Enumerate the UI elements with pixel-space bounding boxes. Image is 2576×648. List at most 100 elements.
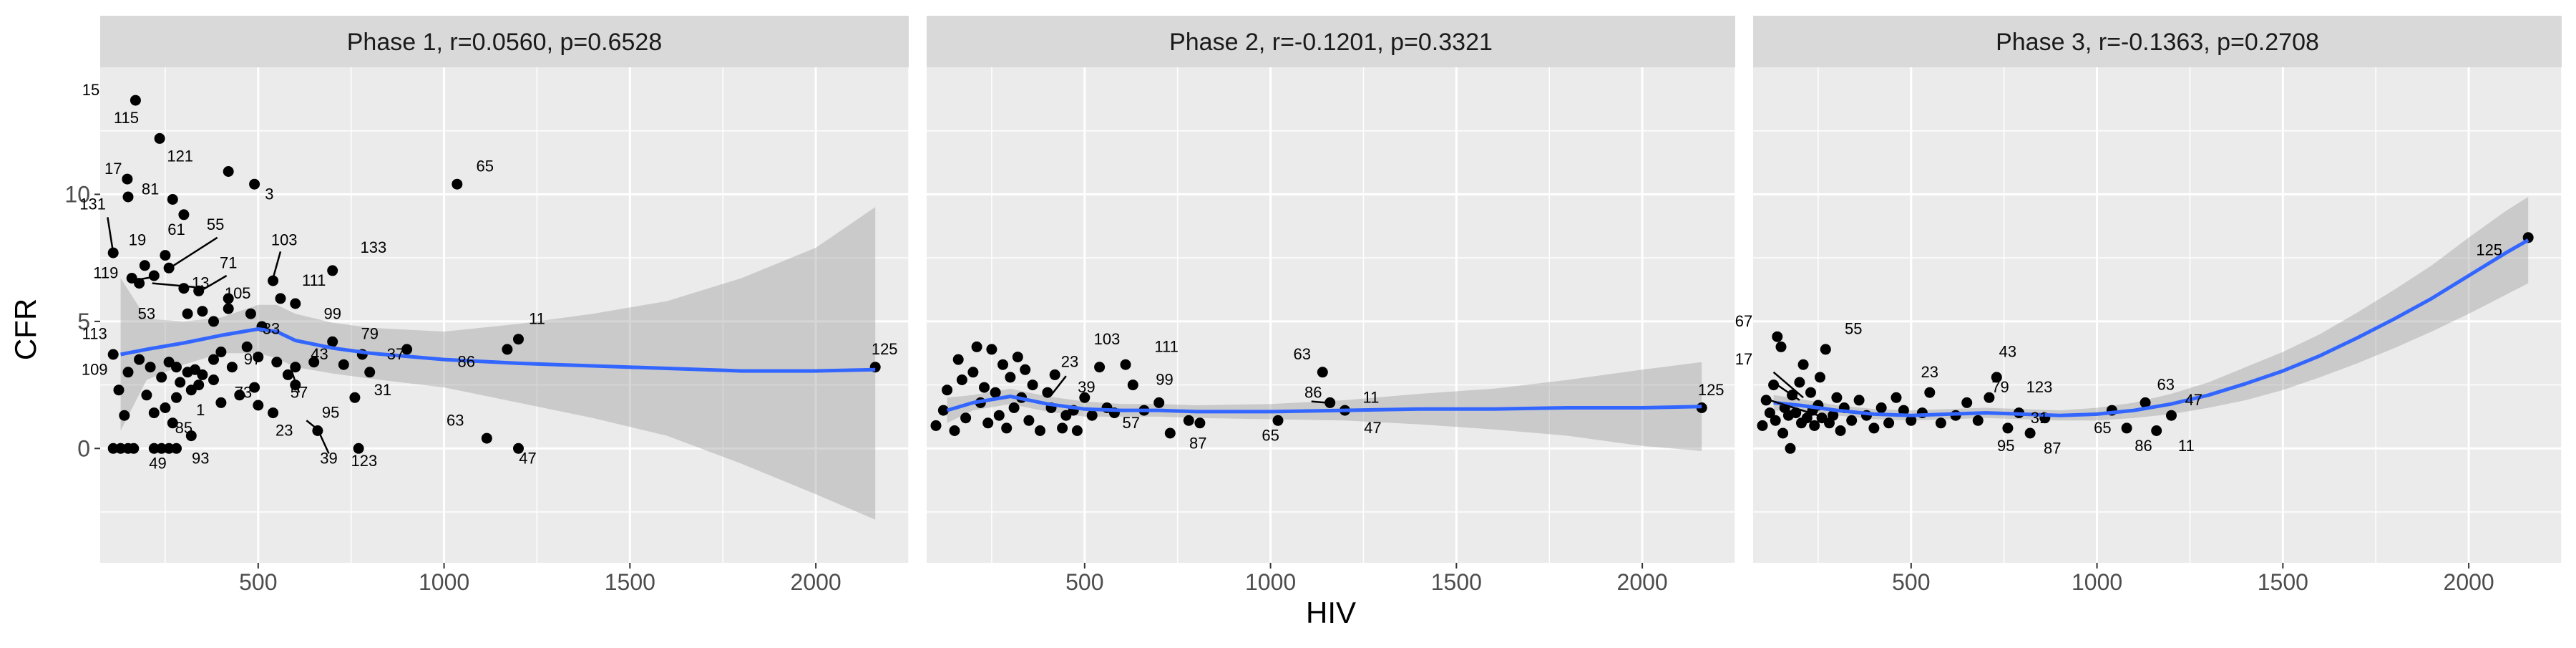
- x-tick-label: 1000: [1245, 569, 1296, 595]
- point-label: 105: [225, 284, 251, 302]
- data-point: [139, 260, 150, 271]
- point-label: 49: [149, 455, 166, 473]
- label-leader-line: [291, 370, 301, 393]
- data-point: [1777, 427, 1789, 439]
- data-point: [1770, 415, 1781, 426]
- point-label: 111: [1154, 338, 1178, 356]
- data-point: [481, 432, 492, 444]
- data-point: [275, 293, 286, 304]
- data-point: [1785, 443, 1796, 454]
- point-label: 111: [302, 271, 326, 289]
- point-label: 65: [476, 158, 493, 175]
- data-point: [1001, 422, 1013, 434]
- point-label: 31: [2031, 409, 2048, 427]
- data-point: [167, 417, 178, 429]
- data-point: [1768, 379, 1780, 391]
- data-point: [327, 265, 338, 276]
- data-point: [2002, 422, 2014, 434]
- data-point: [452, 178, 463, 190]
- label-leader-line: [131, 276, 154, 282]
- data-point: [156, 443, 167, 454]
- panel-background: [927, 67, 1735, 563]
- data-point: [349, 392, 361, 403]
- data-point: [1194, 417, 1206, 429]
- x-tick-label: 2000: [791, 569, 841, 595]
- point-label: 47: [519, 450, 536, 468]
- data-point: [1961, 397, 1973, 408]
- data-point: [193, 285, 205, 296]
- data-point: [241, 341, 253, 352]
- data-point: [115, 443, 127, 454]
- data-point: [253, 352, 264, 363]
- data-point: [513, 334, 524, 345]
- point-label: 97: [244, 350, 261, 368]
- data-point: [249, 382, 260, 393]
- point-label: 73: [235, 383, 252, 401]
- data-point: [979, 382, 990, 393]
- data-point: [197, 306, 208, 317]
- data-point: [268, 275, 279, 286]
- data-point: [960, 412, 972, 424]
- confidence-band: [947, 362, 1702, 451]
- data-point: [1272, 415, 1284, 426]
- facet-strip: [1753, 16, 2562, 67]
- data-point: [182, 308, 193, 319]
- confidence-band: [1773, 197, 2529, 421]
- point-label: 43: [311, 345, 328, 363]
- point-label: 43: [1999, 343, 2016, 361]
- data-point: [1890, 392, 1902, 403]
- data-point: [1898, 405, 1909, 416]
- data-point: [1984, 392, 1995, 403]
- point-label: 65: [1262, 427, 1279, 445]
- y-tick-label: 5: [77, 309, 90, 334]
- point-label: 87: [2044, 439, 2061, 457]
- data-point: [1049, 369, 1060, 380]
- data-point: [193, 379, 205, 391]
- data-point: [1794, 377, 1805, 388]
- point-label: 55: [1845, 320, 1862, 338]
- data-point: [215, 397, 227, 408]
- data-point: [1906, 415, 1917, 426]
- x-axis-title: HIV: [1306, 596, 1356, 629]
- data-point: [1853, 395, 1865, 406]
- point-label: 63: [1293, 345, 1310, 363]
- data-point: [234, 390, 245, 401]
- point-label: 61: [167, 221, 185, 238]
- data-point: [148, 270, 160, 281]
- data-point: [364, 367, 376, 378]
- data-point: [956, 374, 967, 385]
- point-label: 113: [82, 325, 107, 343]
- data-point: [1883, 417, 1895, 429]
- data-point: [122, 367, 134, 378]
- facet-panel-1: Phase 1, r=0.0560, p=0.6528 500 1000 1500 20…: [64, 16, 909, 595]
- data-point: [1868, 422, 1880, 434]
- data-point: [178, 209, 190, 221]
- point-label: 86: [1304, 383, 1322, 401]
- data-point: [208, 354, 219, 365]
- data-point: [1846, 415, 1858, 426]
- point-label: 119: [93, 264, 118, 282]
- data-point: [1801, 412, 1813, 424]
- x-tick-label: 2000: [2444, 569, 2494, 595]
- label-leader-line: [1050, 375, 1067, 396]
- data-point: [290, 298, 301, 309]
- data-points: [1757, 232, 2534, 454]
- data-point: [1120, 359, 1131, 370]
- data-point: [1828, 410, 1839, 421]
- data-point: [1079, 392, 1091, 403]
- point-label: 125: [2476, 241, 2502, 259]
- x-tick-label: 1000: [419, 569, 469, 595]
- x-tick-label: 2000: [1617, 569, 1668, 595]
- data-point: [1790, 407, 1802, 419]
- point-label: 23: [1921, 363, 1938, 381]
- label-leader-line: [318, 432, 330, 454]
- point-label: 57: [291, 383, 308, 401]
- data-point: [171, 392, 182, 403]
- data-point: [308, 357, 320, 368]
- data-point: [1153, 397, 1165, 408]
- data-point: [282, 369, 293, 380]
- point-label: 95: [1997, 437, 2014, 455]
- data-point: [160, 402, 171, 413]
